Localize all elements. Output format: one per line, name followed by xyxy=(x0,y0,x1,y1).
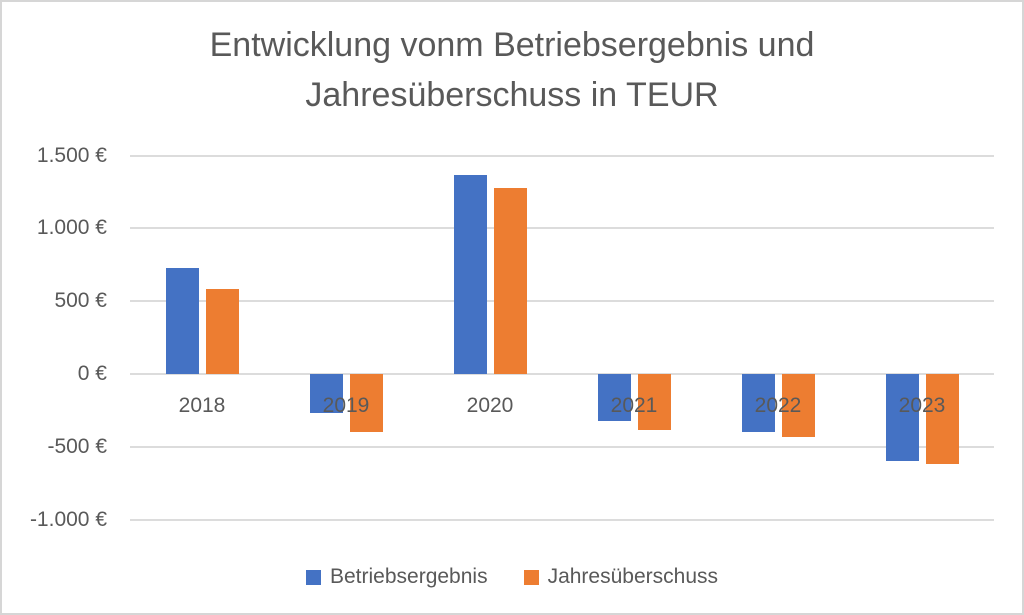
legend-swatch xyxy=(523,569,539,585)
bar-jahresüberschuss xyxy=(205,288,239,374)
category-label: 2021 xyxy=(610,394,658,417)
gridline xyxy=(130,373,994,375)
category-label: 2023 xyxy=(898,394,946,417)
bar-jahresüberschuss xyxy=(493,188,527,374)
bar-betriebsergebnis xyxy=(309,374,343,414)
y-tick-label: 500 € xyxy=(54,289,107,313)
bar-jahresüberschuss xyxy=(781,374,815,437)
category-label: 2019 xyxy=(322,394,370,417)
bar-jahresüberschuss xyxy=(349,374,383,433)
y-tick-label: -1.000 € xyxy=(29,507,107,531)
gridline xyxy=(130,154,994,157)
legend-item: Jahresüberschuss xyxy=(523,565,718,589)
bar-betriebsergebnis xyxy=(453,174,487,374)
legend-label: Jahresüberschuss xyxy=(547,565,718,588)
y-tick-label: 1.500 € xyxy=(36,143,107,167)
category-label: 2020 xyxy=(466,394,514,417)
bar-betriebsergebnis xyxy=(597,374,631,421)
bar-betriebsergebnis xyxy=(741,374,775,432)
gridline xyxy=(130,227,994,230)
legend-item: Betriebsergebnis xyxy=(305,565,488,589)
y-tick-label: -500 € xyxy=(47,434,107,458)
chart-title: Entwicklung vonm Betriebsergebnis und Ja… xyxy=(209,26,815,114)
legend-swatch xyxy=(305,569,321,585)
y-tick-label: 0 € xyxy=(77,362,107,385)
bar-jahresüberschuss xyxy=(925,374,959,464)
category-label: 2022 xyxy=(754,394,802,417)
bar-betriebsergebnis xyxy=(165,267,199,374)
gridline xyxy=(130,518,994,521)
y-tick-label: 1.000 € xyxy=(36,216,107,240)
bar-jahresüberschuss xyxy=(637,374,671,431)
bar-betriebsergebnis xyxy=(885,374,919,462)
legend-label: Betriebsergebnis xyxy=(329,565,488,588)
gridline xyxy=(130,445,994,448)
legend: Betriebsergebnis Jahresüberschuss xyxy=(2,563,1022,591)
category-label: 2018 xyxy=(178,394,226,417)
gridline xyxy=(130,300,994,303)
